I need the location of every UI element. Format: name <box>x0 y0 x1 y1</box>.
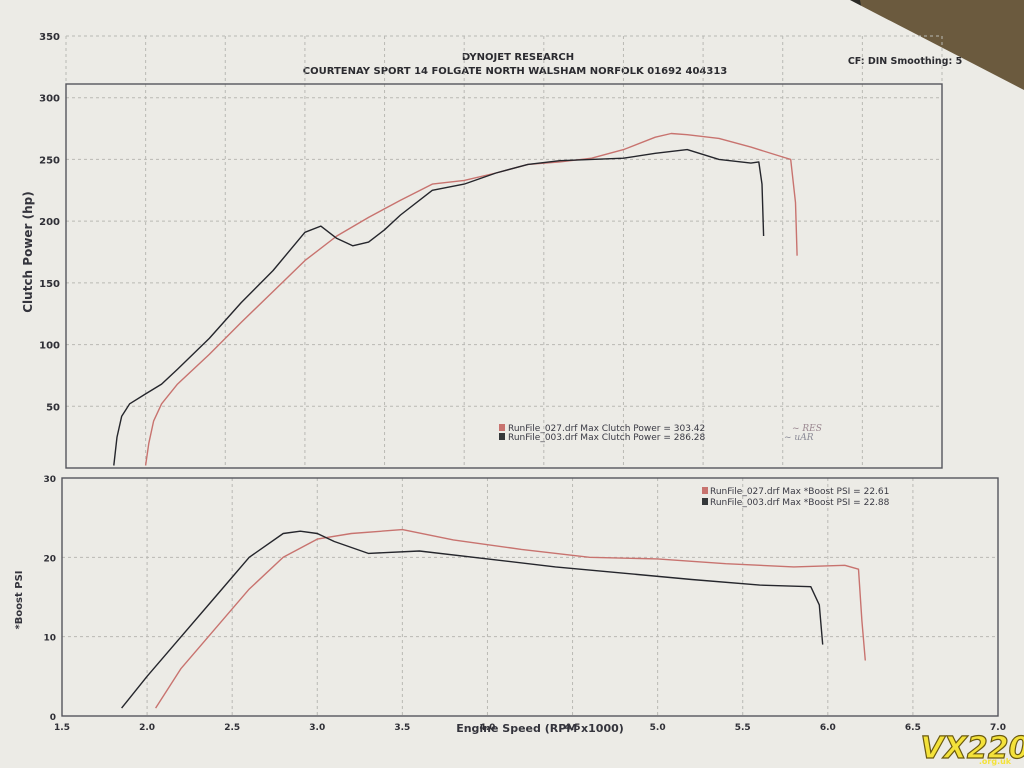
x-tick-label: 3.5 <box>394 723 410 733</box>
power-y-tick-labels: 50 100 150 200 250 300 350 <box>39 32 60 413</box>
boost-series <box>121 528 866 709</box>
legend-power-003: RunFile_003.drf Max Clutch Power = 286.2… <box>508 433 706 443</box>
engine-speed-axis-label: Engine Speed (RPM x1000) <box>456 722 624 735</box>
y-tick-label: 30 <box>43 475 56 485</box>
annotation-003: ~ uAR <box>784 433 814 443</box>
legend-swatch-boost-027 <box>702 487 708 494</box>
vx220-logo: VX220 .org.uk <box>920 730 1024 766</box>
annotation-027: ~ RES <box>792 424 822 434</box>
y-tick-label: 350 <box>39 32 60 43</box>
x-tick-label: 4.5 <box>565 723 581 733</box>
series-line-0 <box>155 528 866 709</box>
y-tick-label: 200 <box>39 217 60 228</box>
x-tick-label: 6.5 <box>905 723 921 733</box>
series-line-1 <box>113 148 765 466</box>
y-tick-label: 50 <box>46 402 60 413</box>
x-tick-label: 7.0 <box>990 723 1006 733</box>
x-tick-label: 4.0 <box>479 723 495 733</box>
x-tick-label: 2.5 <box>224 723 240 733</box>
power-legend: RunFile_027.drf Max Clutch Power = 303.4… <box>499 424 822 443</box>
legend-swatch-boost-003 <box>702 498 708 505</box>
logo-subtext: .org.uk <box>979 757 1012 766</box>
logo-text: VX220 <box>921 731 1024 766</box>
series-line-1 <box>121 530 824 709</box>
header-settings: CF: DIN Smoothing: 5 <box>848 56 962 67</box>
boost-y-axis-label: *Boost PSI <box>14 570 25 629</box>
y-tick-label: 300 <box>39 94 60 105</box>
header-dealer: COURTENAY SPORT 14 FOLGATE NORTH WALSHAM… <box>303 66 728 77</box>
legend-swatch-003 <box>499 433 505 440</box>
legend-power-027: RunFile_027.drf Max Clutch Power = 303.4… <box>508 424 705 434</box>
y-tick-label: 150 <box>39 279 60 290</box>
legend-boost-003: RunFile_003.drf Max *Boost PSI = 22.88 <box>710 498 890 508</box>
power-series <box>113 132 798 466</box>
y-tick-label: 10 <box>43 634 56 644</box>
x-tick-label: 3.0 <box>309 723 325 733</box>
boost-legend: RunFile_027.drf Max *Boost PSI = 22.61 R… <box>702 487 890 508</box>
boost-psi-chart: 0 10 20 30 1.5 2.0 2.5 3.0 3.5 4.0 4.5 5.0 5.5 6.0 6.… <box>14 475 1006 735</box>
y-tick-label: 100 <box>39 341 60 352</box>
x-tick-label: 5.0 <box>650 723 666 733</box>
boost-x-tick-labels: 1.5 2.0 2.5 3.0 3.5 4.0 4.5 5.0 5.5 6.0 6.5 7.0 <box>54 723 1006 733</box>
x-tick-label: 6.0 <box>820 723 836 733</box>
legend-swatch-027 <box>499 424 505 431</box>
y-tick-label: 250 <box>39 155 60 166</box>
x-tick-label: 5.5 <box>735 723 751 733</box>
boost-y-tick-labels: 0 10 20 30 <box>43 475 56 723</box>
power-y-axis-label: Clutch Power (hp) <box>21 191 35 313</box>
legend-boost-027: RunFile_027.drf Max *Boost PSI = 22.61 <box>710 487 889 497</box>
series-line-0 <box>144 132 798 466</box>
y-tick-label: 20 <box>43 554 56 564</box>
clutch-power-chart: 50 100 150 200 250 300 350 Clutch Power (hp) R… <box>21 32 943 469</box>
x-tick-label: 1.5 <box>54 723 70 733</box>
header-company: DYNOJET RESEARCH <box>462 52 574 63</box>
y-tick-label: 0 <box>50 713 56 723</box>
x-tick-label: 2.0 <box>139 723 155 733</box>
boost-plot-frame <box>61 477 999 717</box>
power-plot-frame <box>65 83 943 469</box>
